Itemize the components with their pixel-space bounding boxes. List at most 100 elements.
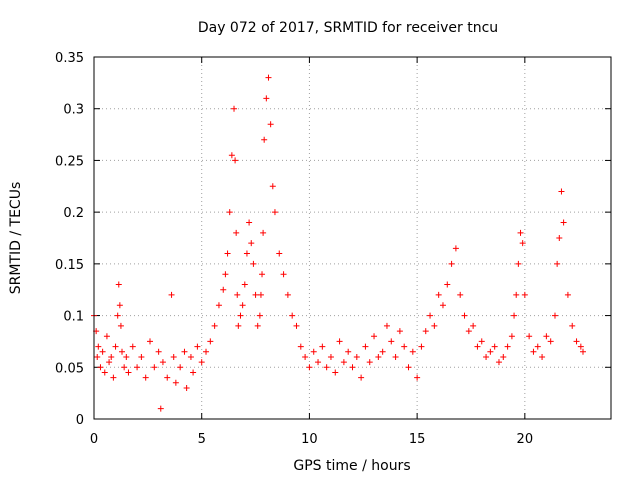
data-point — [276, 250, 283, 257]
data-point — [237, 312, 244, 319]
data-point — [116, 302, 123, 309]
data-point — [121, 364, 128, 371]
data-point — [134, 364, 141, 371]
data-point — [157, 405, 164, 412]
data-point — [259, 271, 266, 278]
data-point — [233, 229, 240, 236]
y-tick-label: 0.2 — [63, 206, 84, 221]
data-point — [513, 291, 520, 298]
data-point — [539, 353, 546, 360]
data-point — [560, 219, 567, 226]
data-point — [530, 348, 537, 355]
data-point — [129, 343, 136, 350]
data-point — [125, 369, 132, 376]
data-point — [401, 343, 408, 350]
data-point — [284, 291, 291, 298]
data-point — [114, 312, 121, 319]
data-point — [234, 291, 241, 298]
data-point — [187, 353, 194, 360]
y-tick-label: 0.25 — [55, 154, 84, 169]
data-point — [151, 364, 158, 371]
data-point — [147, 338, 154, 345]
data-point — [431, 322, 438, 329]
data-point — [177, 364, 184, 371]
data-point — [340, 359, 347, 366]
data-point — [261, 136, 268, 143]
x-tick-labels: 0 5 10 15 20 — [90, 432, 533, 447]
data-point — [483, 353, 490, 360]
data-point — [252, 291, 259, 298]
data-point — [551, 312, 558, 319]
data-point — [224, 250, 231, 257]
data-point — [573, 338, 580, 345]
data-point — [439, 302, 446, 309]
data-point — [181, 348, 188, 355]
data-points — [91, 74, 586, 412]
data-point — [198, 359, 205, 366]
x-tick-label: 10 — [301, 432, 318, 447]
x-tick-label: 15 — [409, 432, 426, 447]
data-point — [323, 364, 330, 371]
data-point — [349, 364, 356, 371]
data-point — [495, 359, 502, 366]
data-point — [534, 343, 541, 350]
data-point — [577, 343, 584, 350]
data-point — [138, 353, 145, 360]
data-point — [248, 240, 255, 247]
data-point — [564, 291, 571, 298]
data-point — [190, 369, 197, 376]
data-point — [302, 353, 309, 360]
data-point — [95, 343, 102, 350]
grid-lines — [94, 57, 611, 419]
data-point — [250, 260, 257, 267]
data-point — [345, 348, 352, 355]
data-point — [310, 348, 317, 355]
data-point — [515, 260, 522, 267]
data-point — [547, 338, 554, 345]
y-axis-label: SRMTID / TECUs — [8, 182, 24, 295]
data-point — [569, 322, 576, 329]
data-point — [183, 384, 190, 391]
data-point — [110, 374, 117, 381]
data-point — [243, 250, 250, 257]
data-point — [427, 312, 434, 319]
data-point — [306, 364, 313, 371]
data-point — [170, 353, 177, 360]
data-point — [474, 343, 481, 350]
data-point — [94, 353, 101, 360]
data-point — [194, 343, 201, 350]
data-point — [409, 348, 416, 355]
data-point — [280, 271, 287, 278]
data-point — [226, 209, 233, 216]
data-point — [267, 121, 274, 128]
data-point — [388, 338, 395, 345]
data-point — [336, 338, 343, 345]
data-point — [168, 291, 175, 298]
data-point — [379, 348, 386, 355]
data-point — [117, 322, 124, 329]
data-point — [353, 353, 360, 360]
data-point — [332, 369, 339, 376]
data-point — [231, 105, 238, 112]
data-point — [215, 302, 222, 309]
data-point — [164, 374, 171, 381]
data-point — [207, 338, 214, 345]
data-point — [362, 343, 369, 350]
data-point — [99, 348, 106, 355]
data-point — [405, 364, 412, 371]
data-point — [297, 343, 304, 350]
data-point — [452, 245, 459, 252]
data-point — [211, 322, 218, 329]
data-point — [159, 359, 166, 366]
data-point — [470, 322, 477, 329]
y-tick-label: 0.05 — [55, 361, 84, 376]
data-point — [526, 333, 533, 340]
data-point — [422, 328, 429, 335]
data-point — [558, 188, 565, 195]
data-point — [241, 281, 248, 288]
data-point — [556, 235, 563, 241]
data-point — [327, 353, 334, 360]
data-point — [269, 183, 276, 190]
data-point — [519, 240, 526, 247]
